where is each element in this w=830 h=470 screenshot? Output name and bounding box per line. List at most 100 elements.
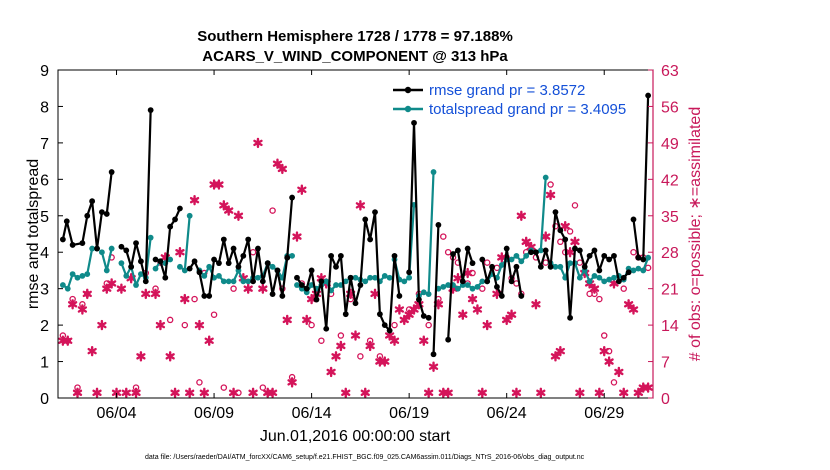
obs-assimilated-marker bbox=[399, 314, 409, 326]
rmse-point bbox=[162, 274, 169, 281]
obs-assimilated-marker bbox=[67, 299, 78, 310]
obs-assimilated-marker bbox=[409, 304, 419, 315]
y-tick-label-left: 3 bbox=[40, 282, 49, 299]
rmse-point bbox=[216, 260, 222, 267]
obs-assimilated-marker bbox=[175, 247, 185, 258]
rmse-point bbox=[391, 252, 398, 259]
rmse-point bbox=[177, 205, 183, 212]
rmse-point bbox=[211, 256, 217, 263]
obs-assimilated-marker bbox=[331, 351, 341, 362]
spread-point bbox=[123, 273, 130, 279]
obs-assimilated-marker bbox=[502, 314, 512, 326]
rmse-point bbox=[625, 269, 632, 276]
obs-possible-marker bbox=[391, 321, 398, 329]
spread-point bbox=[611, 274, 617, 281]
rmse-point bbox=[289, 194, 295, 201]
spread-point bbox=[630, 267, 637, 274]
obs-possible-marker bbox=[493, 264, 501, 272]
obs-assimilated-marker bbox=[550, 351, 561, 362]
rmse-point bbox=[464, 245, 471, 252]
spread-point bbox=[152, 265, 159, 272]
spread-point bbox=[84, 271, 91, 277]
rmse-line bbox=[632, 95, 650, 261]
spread-point bbox=[108, 245, 115, 252]
obs-assimilated-marker bbox=[482, 319, 492, 331]
rmse-point bbox=[269, 291, 276, 298]
rmse-point bbox=[79, 240, 86, 247]
rmse-point bbox=[508, 278, 515, 285]
rmse-point bbox=[333, 263, 339, 270]
rmse-point bbox=[615, 278, 622, 285]
rmse-point bbox=[172, 216, 178, 223]
spread-point bbox=[445, 282, 452, 288]
obs-assimilated-marker bbox=[423, 387, 434, 398]
rmse-point bbox=[416, 296, 422, 303]
rmse-point bbox=[220, 236, 227, 243]
spread-point bbox=[601, 278, 608, 285]
rmse-point bbox=[303, 285, 310, 292]
spread-point bbox=[635, 265, 642, 272]
rmse-point bbox=[362, 216, 369, 223]
spread-point bbox=[220, 278, 227, 285]
obs-assimilated-marker bbox=[253, 137, 263, 149]
rmse-point bbox=[69, 242, 76, 248]
obs-assimilated-marker bbox=[458, 309, 468, 320]
obs-assimilated-marker bbox=[565, 247, 575, 258]
rmse-point bbox=[152, 256, 159, 263]
rmse-point bbox=[250, 278, 256, 285]
rmse-line bbox=[296, 211, 401, 332]
spread-point bbox=[245, 278, 252, 285]
spread-point bbox=[523, 252, 530, 259]
spread-point bbox=[255, 274, 261, 281]
obs-possible-marker bbox=[230, 285, 237, 292]
rmse-point bbox=[479, 256, 486, 263]
obs-possible-marker bbox=[196, 379, 203, 386]
spread-point bbox=[401, 278, 408, 285]
obs-possible-marker bbox=[318, 337, 325, 344]
obs-assimilated-marker bbox=[219, 200, 229, 211]
rmse-point bbox=[376, 311, 383, 318]
rmse-point bbox=[601, 252, 608, 259]
obs-possible-marker bbox=[308, 321, 315, 329]
obs-assimilated-marker bbox=[121, 387, 131, 398]
rmse-point bbox=[533, 249, 539, 256]
spread-point bbox=[479, 278, 486, 285]
rmse-point bbox=[323, 325, 330, 332]
spread-point bbox=[216, 273, 222, 279]
obs-possible-marker bbox=[210, 311, 218, 318]
rmse-point bbox=[94, 245, 100, 252]
spread-point bbox=[186, 212, 193, 219]
spread-point bbox=[406, 274, 413, 281]
rmse-point bbox=[352, 300, 359, 307]
spread-point bbox=[103, 267, 110, 274]
y-tick-label-left: 1 bbox=[40, 355, 49, 372]
rmse-point bbox=[225, 260, 232, 267]
rmse-point bbox=[298, 282, 305, 288]
obs-assimilated-marker bbox=[272, 158, 283, 169]
rmse-point bbox=[157, 258, 164, 265]
y-tick-label-right: 21 bbox=[661, 282, 679, 299]
spread-point bbox=[474, 283, 481, 290]
obs-assimilated-marker bbox=[350, 330, 361, 341]
obs-assimilated-marker bbox=[511, 387, 522, 398]
spread-point bbox=[98, 249, 105, 256]
rmse-point bbox=[455, 247, 461, 254]
spread-point bbox=[518, 258, 525, 265]
obs-assimilated-marker bbox=[570, 236, 580, 248]
chart-title-line2: ACARS_V_WIND_COMPONENT @ 313 hPa bbox=[202, 48, 508, 65]
rmse-point bbox=[118, 243, 125, 250]
obs-assimilated-marker bbox=[302, 314, 312, 326]
obs-assimilated-marker bbox=[189, 194, 200, 206]
y-tick-label-right: 14 bbox=[661, 318, 679, 335]
obs-assimilated-marker bbox=[536, 387, 546, 398]
y-axis-label-left: rmse and totalspread bbox=[25, 159, 42, 309]
spread-point bbox=[269, 263, 276, 270]
rmse-point bbox=[206, 293, 213, 299]
rmse-point bbox=[459, 278, 466, 285]
spread-point bbox=[69, 271, 76, 277]
rmse-point bbox=[386, 327, 393, 334]
obs-assimilated-marker bbox=[453, 273, 463, 284]
spread-point bbox=[513, 252, 520, 259]
spread-point bbox=[206, 263, 213, 270]
spread-point bbox=[596, 274, 603, 281]
